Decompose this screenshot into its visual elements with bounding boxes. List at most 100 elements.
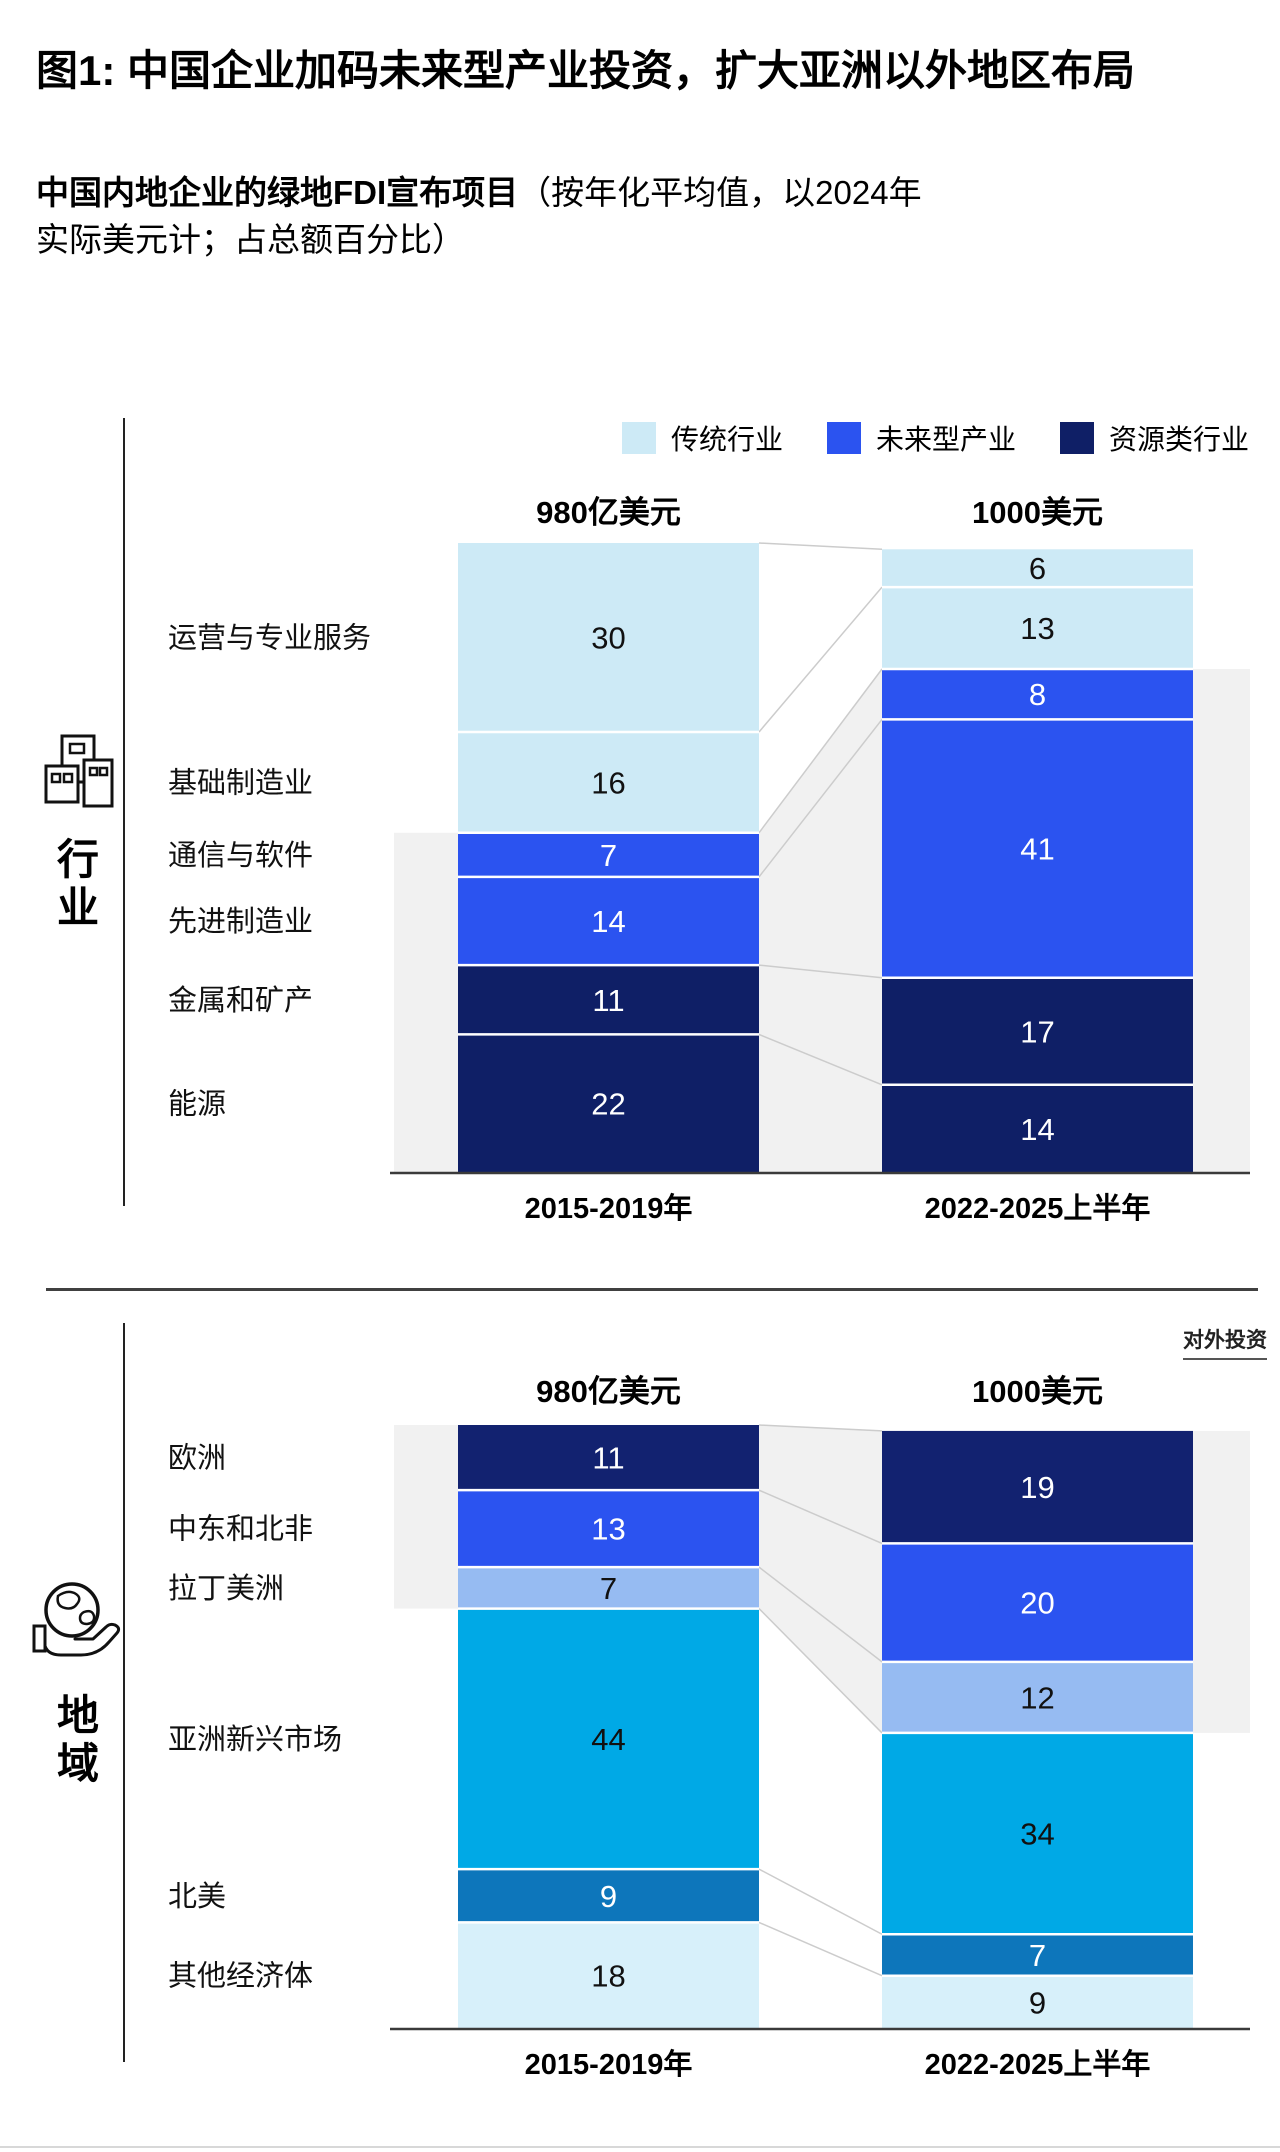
bar-segment <box>882 549 1193 588</box>
segment-value: 41 <box>1020 832 1054 867</box>
segment-value: 18 <box>591 1959 625 1994</box>
segment-value: 7 <box>600 838 617 873</box>
segment-value: 22 <box>591 1087 625 1122</box>
highlight-band-left <box>394 1425 458 1609</box>
legend-item-traditional: 传统行业 <box>621 418 783 458</box>
segment-connector-line <box>758 1424 883 1432</box>
bar-total-header: 1000美元 <box>972 495 1103 530</box>
bar-total-header: 980亿美元 <box>536 495 681 530</box>
subtitle-main: 中国内地企业的绿地FDI宣布项目 <box>36 174 519 211</box>
legend-item-future: 未来型产业 <box>826 418 1016 458</box>
section-divider <box>46 1288 1258 1291</box>
bar-segment <box>882 669 1193 720</box>
category-label: 金属和矿产 <box>168 984 313 1017</box>
segment-value: 9 <box>1029 1985 1046 2020</box>
axis-group-label: 地 <box>57 1692 99 1739</box>
bar-segment <box>882 1661 1193 1733</box>
legend-swatch-traditional <box>621 422 656 454</box>
segment-connector-line <box>758 1608 883 1734</box>
bar-segment <box>458 1567 759 1609</box>
legend-swatch-future <box>826 422 861 454</box>
segment-value: 30 <box>591 621 625 656</box>
bar-segment <box>882 1975 1193 2029</box>
industry-stacked-bar-chart: 30 16 7 14 11 22 6 13 8 41 17 14 980亿美元 1000美元 2015-20… <box>44 418 1250 1225</box>
bar-segment <box>458 1869 759 1923</box>
segment-value: 44 <box>591 1722 625 1757</box>
segment-value: 13 <box>591 1512 625 1547</box>
segment-value: 14 <box>591 904 625 939</box>
segment-value: 17 <box>1020 1014 1054 1049</box>
category-label: 通信与软件 <box>168 839 313 872</box>
figure-subtitle: 中国内地企业的绿地FDI宣布项目（按年化平均值，以2024年实际美元计；占总额百… <box>36 170 936 264</box>
category-label: 北美 <box>168 1880 226 1913</box>
bar-total-header: 1000美元 <box>972 1374 1103 1409</box>
bar-segment <box>458 832 759 877</box>
highlight-band-gap <box>759 1425 882 1733</box>
x-axis-label: 2015-2019年 <box>525 2047 693 2081</box>
segment-connector-line <box>758 964 883 979</box>
bar-segment <box>458 1608 759 1870</box>
segment-connector-line <box>758 1921 883 1977</box>
globe-hand-icon <box>32 1582 121 1657</box>
segment-connector-line <box>758 668 883 834</box>
segment-value: 14 <box>1020 1112 1054 1147</box>
bar-segment <box>458 876 759 966</box>
legend-swatch-resources <box>1059 422 1094 454</box>
bottom-rule <box>0 2146 1280 2148</box>
axis-group-label: 行 <box>57 836 99 883</box>
bar-segment <box>882 1430 1193 1544</box>
segment-value: 11 <box>592 983 624 1018</box>
segment-value: 11 <box>592 1441 624 1476</box>
bar-segment <box>882 1732 1193 1935</box>
bar-segment <box>458 1034 759 1173</box>
segment-connector-line <box>758 1489 883 1545</box>
category-label: 欧洲 <box>168 1442 226 1475</box>
highlight-band-right <box>1193 669 1250 1173</box>
segment-value: 7 <box>600 1571 617 1606</box>
segment-connector-line <box>758 1033 883 1086</box>
legend: 传统行业 未来型产业 资源类行业 <box>621 418 1249 458</box>
segment-value: 16 <box>591 765 625 800</box>
category-label: 先进制造业 <box>168 905 313 938</box>
segment-value: 19 <box>1020 1470 1054 1505</box>
category-label: 其他经济体 <box>168 1960 313 1993</box>
highlight-band-right <box>1193 1430 1250 1733</box>
bar-segment <box>882 977 1193 1085</box>
highlight-band-left <box>394 832 458 1173</box>
x-axis-label: 2022-2025上半年 <box>925 2047 1151 2081</box>
bar-segment <box>458 1490 759 1568</box>
category-label: 基础制造业 <box>168 766 313 799</box>
segment-value: 7 <box>1029 1938 1046 1973</box>
legend-label-future: 未来型产业 <box>875 424 1016 455</box>
bar-segment <box>882 719 1193 978</box>
segment-value: 12 <box>1020 1680 1054 1715</box>
segment-value: 34 <box>1020 1817 1054 1852</box>
overseas-investment-tag: 对外投资 <box>1183 1324 1267 1360</box>
legend-label-resources: 资源类行业 <box>1108 424 1249 455</box>
axis-group-label: 域 <box>57 1740 99 1787</box>
bar-segment <box>882 1084 1193 1173</box>
segment-connector-line <box>758 542 883 551</box>
subtitle-unit-note: （按年化平均值，以2024年实际美元计；占总额百分比） <box>36 174 922 258</box>
category-label: 能源 <box>168 1088 226 1121</box>
segment-connector-line <box>758 586 883 733</box>
segment-value: 8 <box>1029 677 1046 712</box>
bar-segment <box>882 1934 1193 1976</box>
x-axis-label: 2022-2025上半年 <box>925 1191 1151 1225</box>
axis-group-label: 业 <box>57 884 99 931</box>
x-axis-label: 2015-2019年 <box>525 1191 693 1225</box>
category-label: 运营与专业服务 <box>168 622 371 655</box>
legend-item-resources: 资源类行业 <box>1059 418 1249 458</box>
legend-label-traditional: 传统行业 <box>670 424 783 455</box>
category-label: 拉丁美洲 <box>168 1572 284 1605</box>
segment-connector-line <box>758 1566 883 1663</box>
bar-segment <box>882 1543 1193 1662</box>
region-stacked-bar-chart: 11 13 7 44 9 18 19 20 12 34 7 9 980亿美元 1000美元 2015-201… <box>32 1323 1250 2081</box>
segment-value: 20 <box>1020 1586 1054 1621</box>
segment-connector-line <box>758 1868 883 1935</box>
bar-segment <box>882 587 1193 669</box>
highlight-band-gap <box>759 669 882 1173</box>
bar-segment <box>458 1922 759 2029</box>
segment-value: 9 <box>600 1879 617 1914</box>
